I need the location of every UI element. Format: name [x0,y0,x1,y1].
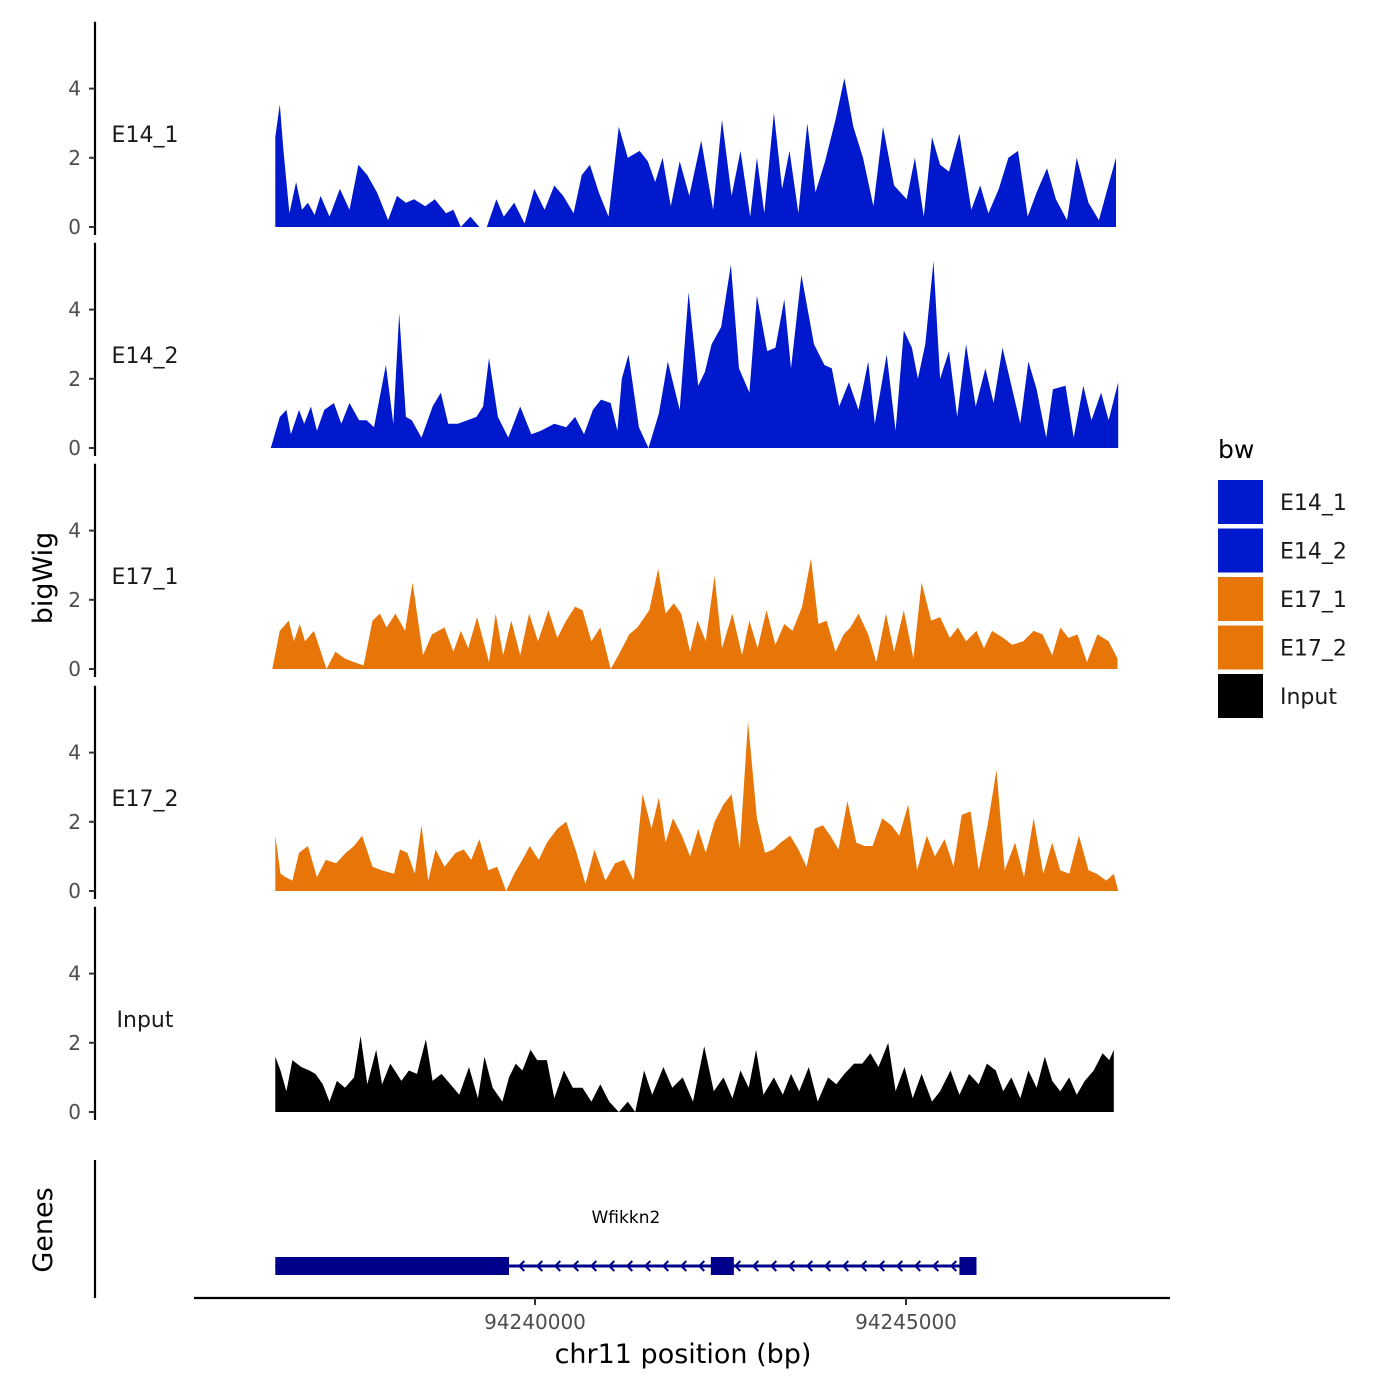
signal-area [275,78,1116,227]
legend-swatch [1218,674,1263,718]
legend-entry: E17_1 [1218,577,1347,621]
strand-chevron [679,1260,688,1272]
y-tick-label: 2 [68,810,81,834]
strand-chevron [661,1260,670,1272]
gene-wfikkn2: Wfikkn2 [275,1208,977,1275]
y-tick-label: 0 [68,215,81,239]
x-axis-title: chr11 position (bp) [555,1339,812,1370]
y-tick-label: 4 [68,962,81,986]
strand-chevron [517,1260,526,1272]
y-tick-label: 0 [68,657,81,681]
legend-swatch [1218,480,1263,524]
strand-chevron [931,1260,940,1272]
y-tick-label: 4 [68,519,81,543]
strand-chevron [805,1260,814,1272]
strand-chevron [949,1260,958,1272]
legend-swatch [1218,528,1263,573]
strand-chevron [859,1260,868,1272]
strand-chevron [895,1260,904,1272]
legend-swatch [1218,577,1263,621]
strand-chevron [787,1260,796,1272]
strand-chevron [553,1260,562,1272]
legend-entry: Input [1218,674,1337,718]
genes-axis-title: Genes [28,1187,59,1272]
gene-exon [275,1257,510,1275]
gene-exon [710,1257,734,1275]
legend-swatch [1218,625,1263,670]
track-label: E14_2 [112,344,179,369]
strand-chevron [571,1260,580,1272]
strand-chevron [589,1260,598,1272]
track-label: Input [117,1008,174,1033]
strand-chevron [643,1260,652,1272]
track-label: E17_2 [112,787,179,812]
strand-chevron [841,1260,850,1272]
signal-area [272,558,1118,669]
strand-chevron [697,1260,706,1272]
strand-chevron [913,1260,922,1272]
strand-chevron [535,1260,544,1272]
legend-label: E17_2 [1280,637,1347,662]
x-tick-label: 94245000 [855,1310,957,1334]
y-tick-label: 0 [68,1100,81,1124]
y-tick-label: 0 [68,436,81,460]
strand-chevron [823,1260,832,1272]
strand-chevron [733,1260,742,1272]
y-tick-label: 4 [68,298,81,322]
legend: bw E14_1 E14_2 E17_1 E17_2 Input [1218,435,1347,718]
legend-entry: E17_2 [1218,625,1347,670]
legend-entry: E14_1 [1218,480,1347,524]
track-label: E14_1 [112,123,179,148]
signal-area [275,1035,1114,1112]
x-tick-label: 94240000 [484,1310,586,1334]
signal-tracks: 0 2 4 E14_1 0 2 4 E14_2 0 2 4 E17_1 0 2 4 E17_2 0 2 4 Input [68,21,1119,1124]
track-e17-2: 0 2 4 E17_2 [68,685,1119,903]
legend-title: bw [1218,435,1254,464]
track-e14-2: 0 2 4 E14_2 [68,242,1119,460]
track-input: 0 2 4 Input [68,906,1114,1124]
gene-panel: Wfikkn2 [93,1160,977,1298]
track-label: E17_1 [112,565,179,590]
legend-label: Input [1280,685,1337,710]
y-tick-label: 2 [68,1031,81,1055]
strand-chevron [625,1260,634,1272]
strand-chevron [769,1260,778,1272]
strand-chevron [877,1260,886,1272]
y-tick-label: 2 [68,588,81,612]
gene-name-label: Wfikkn2 [591,1208,660,1228]
y-tick-label: 2 [68,367,81,391]
y-tick-label: 4 [68,77,81,101]
legend-label: E14_1 [1280,491,1347,516]
track-e14-1: 0 2 4 E14_1 [68,21,1116,239]
x-axis: 94240000 94245000 [194,1296,1170,1334]
y-tick-label: 0 [68,879,81,903]
y-axis-title: bigWig [28,532,59,625]
strand-chevron [751,1260,760,1272]
y-tick-label: 2 [68,146,81,170]
track-e17-1: 0 2 4 E17_1 [68,463,1118,681]
strand-chevron [607,1260,616,1272]
signal-area [270,261,1119,448]
y-tick-label: 4 [68,741,81,765]
legend-entry: E14_2 [1218,528,1347,573]
signal-area [275,721,1119,891]
gene-exon [959,1257,977,1275]
legend-label: E14_2 [1280,540,1347,565]
legend-label: E17_1 [1280,588,1347,613]
